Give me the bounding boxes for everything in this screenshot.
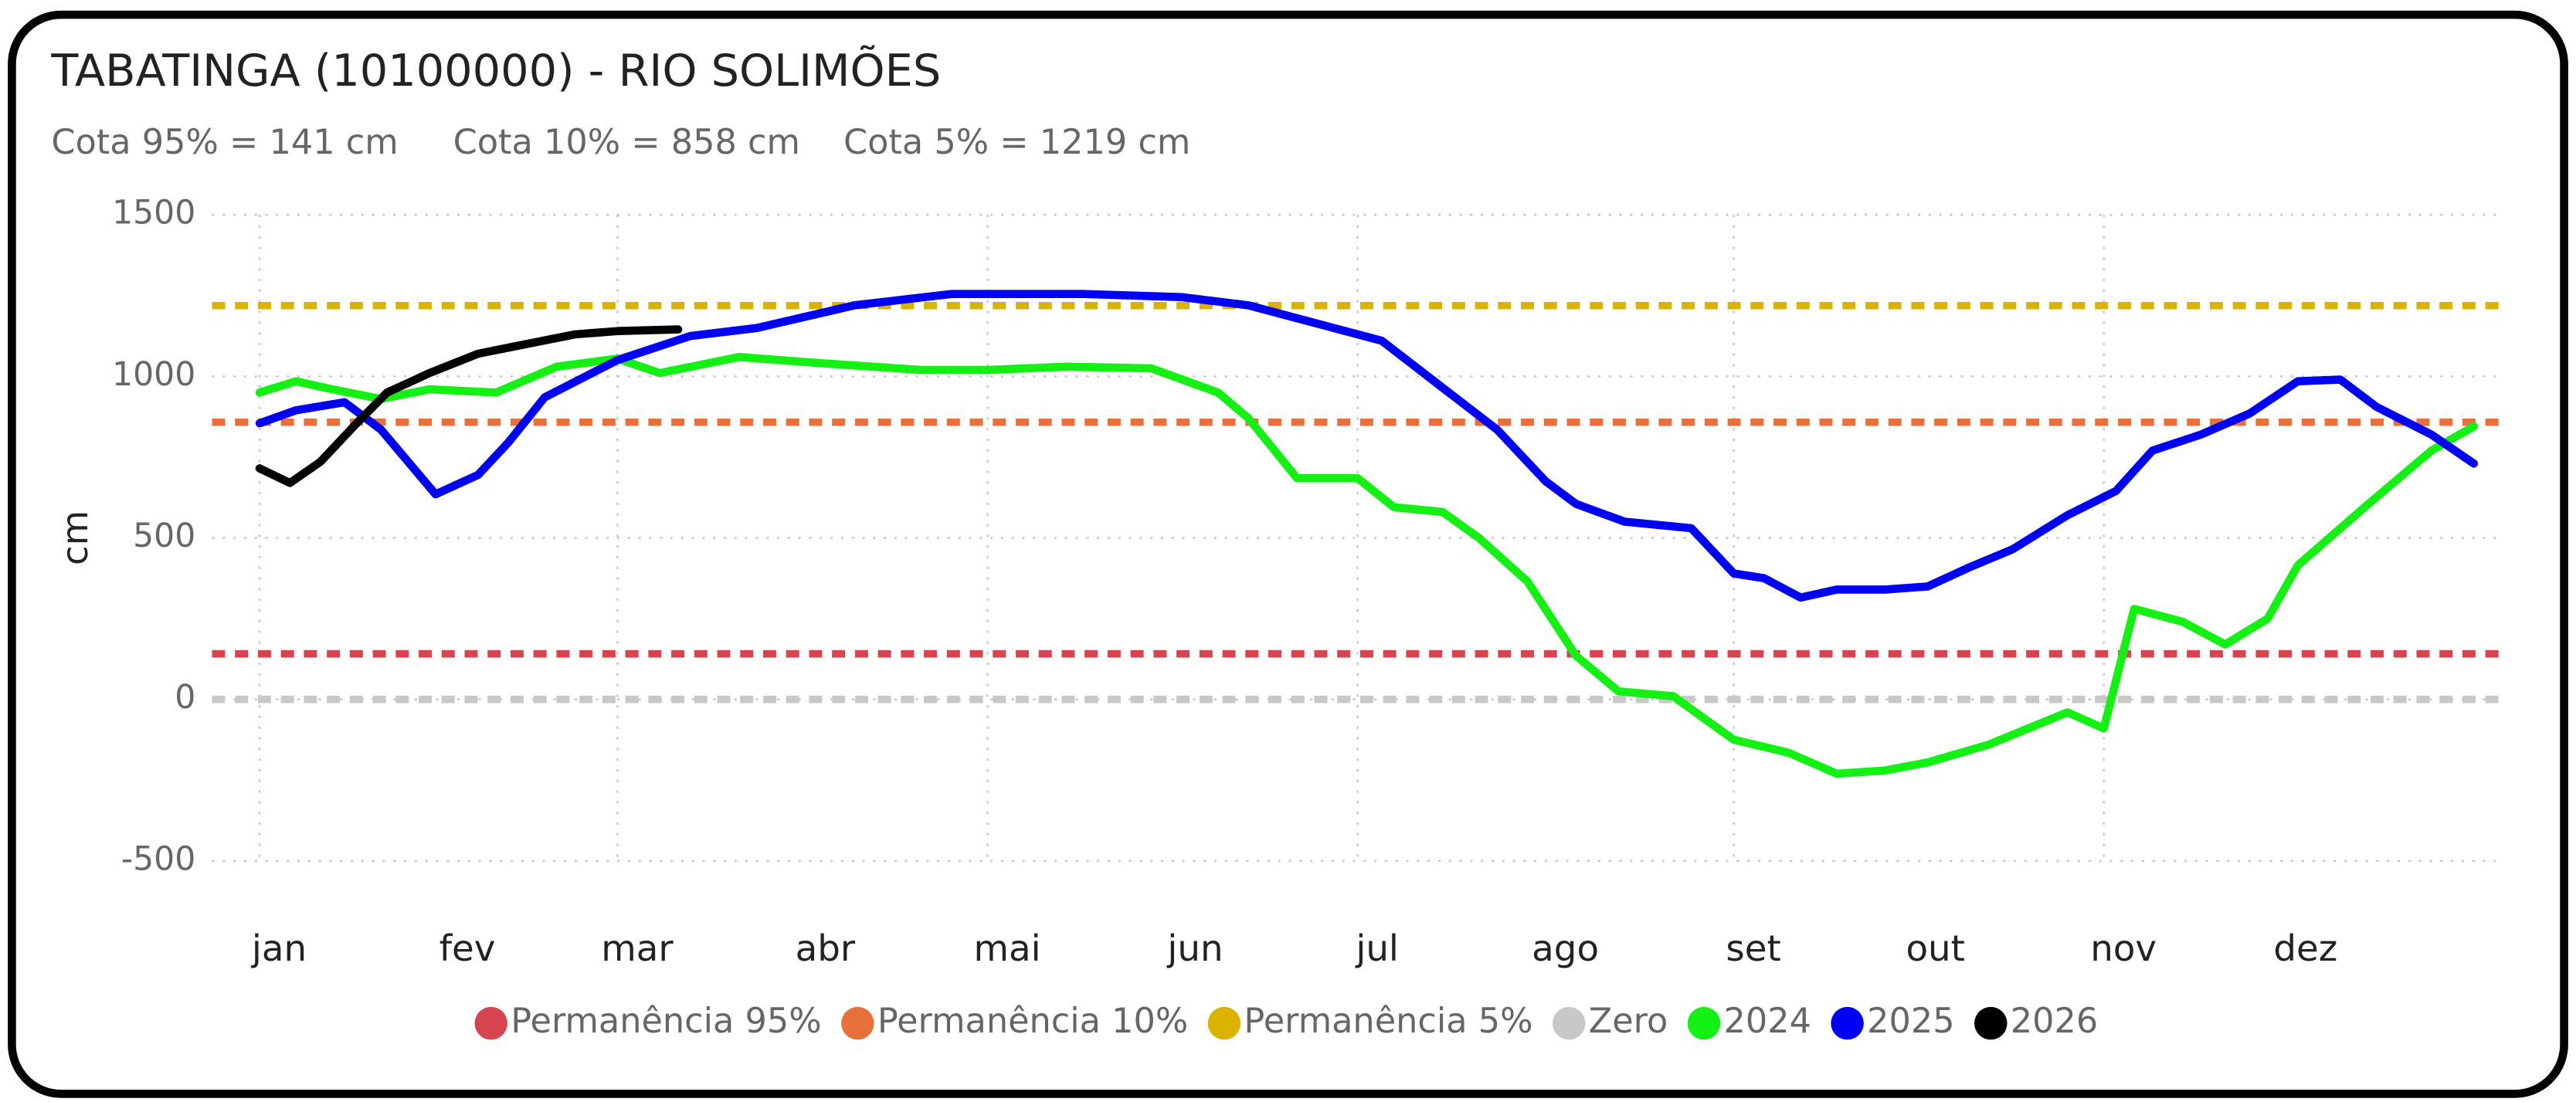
legend-marker [841, 1006, 874, 1040]
y-tick-label: -500 [121, 840, 195, 878]
y-tick-label: 1500 [112, 195, 195, 232]
x-tick-label: jun [1166, 928, 1223, 970]
x-tick-label: ago [1532, 928, 1599, 970]
series-line [255, 290, 2479, 602]
x-tick-label: abr [796, 928, 856, 970]
subtitle: Cota 10% = 858 cm [453, 122, 800, 162]
legend-label: Zero [1589, 1001, 1668, 1041]
legend-label: 2024 [1723, 1001, 1811, 1041]
x-tick-label: jul [1355, 928, 1399, 970]
x-tick-label: jan [251, 928, 307, 970]
series-line [255, 325, 683, 487]
legend-marker [474, 1006, 507, 1040]
card [8, 10, 2568, 1098]
y-axis-label: cm [55, 510, 97, 565]
subtitle: Cota 95% = 141 cm [51, 122, 398, 162]
x-tick-label: mai [973, 928, 1040, 970]
x-tick-label: mar [601, 928, 674, 970]
x-tick-label: dez [2273, 928, 2337, 970]
legend-label: Permanência 5% [1244, 1001, 1532, 1041]
legend-label: Permanência 95% [511, 1001, 821, 1041]
legend-label: Permanência 10% [877, 1001, 1188, 1041]
legend-label: 2025 [1867, 1001, 1954, 1041]
y-tick-label: 0 [175, 679, 195, 717]
series-line [255, 352, 2479, 778]
legend-marker [1207, 1006, 1241, 1040]
legend-marker [1831, 1006, 1864, 1040]
x-tick-label: set [1726, 928, 1780, 970]
chart-title: TABATINGA (10100000) - RIO SOLIMÕES [50, 44, 941, 97]
subtitle: Cota 5% = 1219 cm [843, 122, 1190, 162]
legend-marker [1552, 1006, 1586, 1040]
x-tick-label: nov [2090, 928, 2157, 970]
legend-marker [1687, 1006, 1721, 1040]
x-tick-label: fev [440, 928, 496, 970]
y-tick-label: 1000 [112, 356, 195, 394]
legend-label: 2026 [2011, 1001, 2098, 1041]
y-tick-label: 500 [133, 517, 195, 555]
x-tick-label: out [1906, 928, 1965, 970]
legend-marker [1974, 1006, 2008, 1040]
